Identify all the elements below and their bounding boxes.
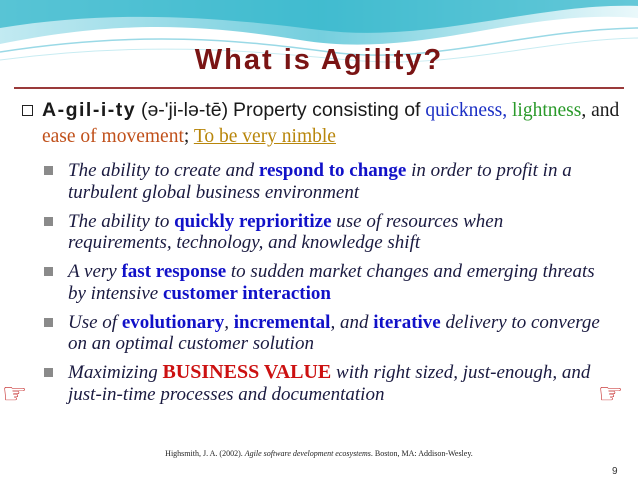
header-wave-decoration [0,0,638,63]
item-text: The ability to create and [68,160,259,181]
term-nimble: To be very nimble [193,126,336,147]
conjunction-and: , and [581,100,620,121]
hollow-square-bullet-icon [22,105,33,116]
definition-prefix: Property consisting of [232,99,421,121]
item-text: The ability to [68,210,175,232]
list-item: Use of evolutionary, incremental, and it… [44,312,604,355]
item-text: delivery to converge on an optimal custo… [68,311,600,355]
item-text: Use of [68,311,122,333]
square-bullet-icon [44,317,53,327]
pointing-hand-icon: ☞ [2,379,28,410]
highlight-term: respond to change [258,160,407,181]
semicolon: ; [183,126,190,147]
page-number: 9 [612,466,618,477]
item-text: , and [330,311,374,333]
item-text: to sudden market changes and emerging th… [68,261,595,304]
term-lightness: lightness [512,100,582,121]
square-bullet-icon [44,267,53,276]
item-text: Maximizing [68,362,163,383]
list-item: Maximizing BUSINESS VALUE with right siz… [44,361,604,405]
square-bullet-icon [44,216,53,226]
highlight-term: customer interaction [162,282,331,304]
list-item: A very fast response to sudden market ch… [44,261,604,304]
highlight-term: quickly reprioritize [174,210,332,232]
definition-block: A-gil-i-ty (ə-'ji-lə-tē) Property consis… [22,97,622,150]
highlight-term: iterative [373,311,441,333]
citation-text: Highsmith, J. A. (2002). [165,449,245,458]
square-bullet-icon [44,166,53,175]
definition-word: A-gil-i-ty [42,99,137,121]
pointing-hand-icon: ☞ [598,379,624,410]
item-text: , [224,311,234,333]
citation-text: . Boston, MA: Addison-Wesley. [370,449,473,458]
item-text: with right sized, just-enough, and just-… [68,362,591,405]
square-bullet-icon [44,368,53,377]
pronunciation: (ə-'ji-lə-tē) [140,99,229,121]
definition-text: A-gil-i-ty (ə-'ji-lə-tē) Property consis… [42,97,622,150]
highlight-term: BUSINESS VALUE [162,361,332,383]
highlight-term: evolutionary [121,311,225,333]
item-text: in order to profit in a turbulent global… [68,160,572,203]
term-quickness: quickness, [425,100,508,121]
list-item: The ability to create and respond to cha… [44,160,604,203]
slide-title: What is Agility? [194,44,444,76]
term-ease-of-movement: ease of movement [42,126,184,147]
highlight-term: incremental [233,311,331,333]
citation: Highsmith, J. A. (2002). Agile software … [0,449,638,458]
list-item: The ability to quickly reprioritize use … [44,211,604,254]
title-divider [14,87,624,89]
item-text: A very [68,261,122,282]
item-text: use of resources when requirements, tech… [68,210,504,254]
highlight-term: fast response [121,261,227,282]
citation-title: Agile software development ecosystems [244,449,371,458]
bullet-list: The ability to create and respond to cha… [44,160,604,413]
